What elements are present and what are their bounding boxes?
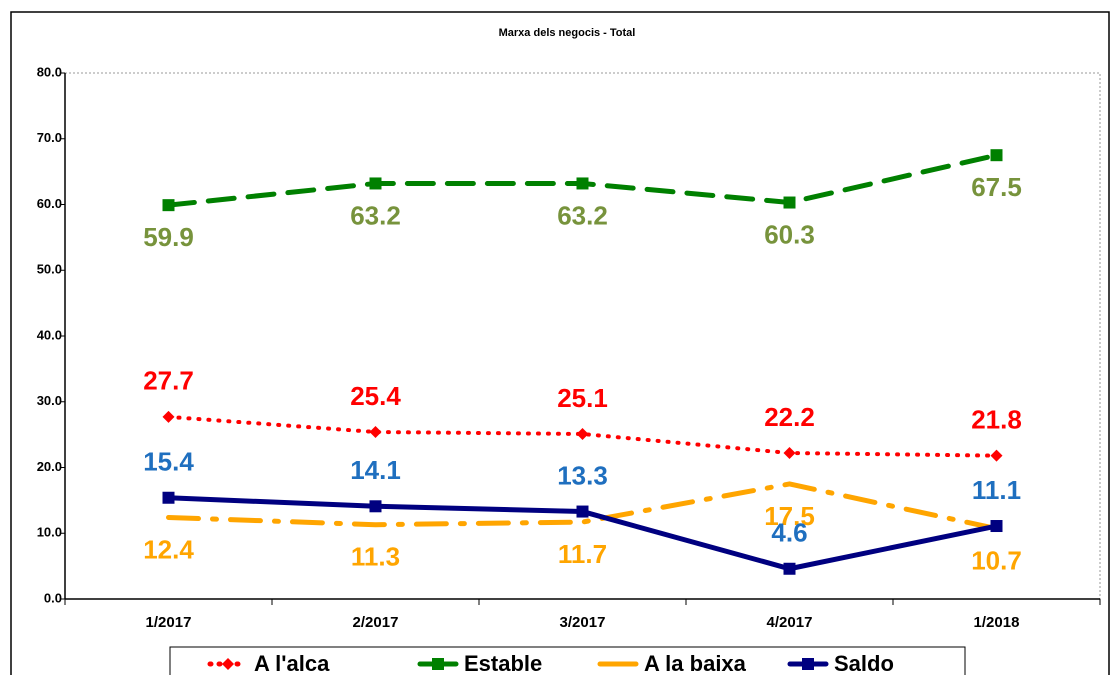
data-label: 13.3 — [557, 460, 608, 490]
legend-label: A la baixa — [644, 651, 747, 675]
y-tick-label: 80.0 — [37, 64, 62, 79]
data-point — [162, 491, 175, 504]
data-label: 21.8 — [971, 405, 1022, 435]
data-label: 11.3 — [351, 542, 400, 572]
series-line — [166, 481, 999, 532]
data-point — [990, 520, 1003, 533]
y-tick-label: 10.0 — [37, 525, 62, 540]
data-point — [783, 196, 796, 209]
data-point — [162, 199, 175, 212]
x-tick-label: 1/2018 — [974, 614, 1020, 631]
x-tick-label: 3/2017 — [560, 614, 606, 631]
data-label: 63.2 — [350, 200, 401, 230]
data-point — [369, 500, 382, 513]
data-label: 25.4 — [350, 381, 401, 411]
data-label: 59.9 — [143, 222, 194, 252]
legend-marker — [802, 658, 814, 670]
data-label: 11.7 — [558, 539, 607, 569]
y-tick-label: 30.0 — [37, 393, 62, 408]
data-label: 12.4 — [143, 534, 194, 564]
data-label: 4.6 — [771, 518, 807, 548]
x-tick-label: 1/2017 — [146, 614, 192, 631]
y-tick-label: 0.0 — [44, 590, 62, 605]
chart-title: Marxa dels negocis - Total — [499, 27, 636, 39]
data-label: 25.1 — [557, 383, 608, 413]
y-tick-label: 60.0 — [37, 196, 62, 211]
data-label: 60.3 — [764, 219, 815, 249]
plot-area — [64, 72, 1101, 600]
legend-marker — [222, 658, 234, 670]
legend-marker — [432, 658, 444, 670]
data-point — [990, 149, 1003, 162]
chart-border — [10, 11, 1110, 675]
data-point — [162, 410, 175, 423]
data-label: 15.4 — [143, 447, 194, 477]
data-point — [576, 177, 589, 190]
y-tick-label: 70.0 — [37, 130, 62, 145]
data-label: 14.1 — [350, 455, 401, 485]
data-point — [576, 505, 589, 518]
x-tick-label: 4/2017 — [767, 614, 813, 631]
data-point — [990, 449, 1003, 462]
x-tick-label: 2/2017 — [353, 614, 399, 631]
data-label: 63.2 — [557, 200, 608, 230]
legend-label: A l'alca — [254, 651, 330, 675]
data-label: 22.2 — [764, 402, 815, 432]
data-point — [369, 425, 382, 438]
legend-label: Estable — [464, 651, 542, 675]
legend-box — [169, 646, 966, 675]
data-label: 10.7 — [971, 546, 1022, 576]
data-point — [369, 177, 382, 190]
data-point — [576, 427, 589, 440]
data-label: 67.5 — [971, 172, 1022, 202]
data-label: 11.1 — [972, 475, 1021, 505]
data-point — [783, 562, 796, 575]
y-tick-label: 20.0 — [37, 459, 62, 474]
data-point — [783, 447, 796, 460]
data-label: 17.5 — [764, 501, 815, 531]
y-tick-label: 40.0 — [37, 327, 62, 342]
legend-label: Saldo — [834, 651, 894, 675]
data-label: 27.7 — [143, 366, 194, 396]
y-tick-label: 50.0 — [37, 262, 62, 277]
series-line — [166, 414, 999, 458]
